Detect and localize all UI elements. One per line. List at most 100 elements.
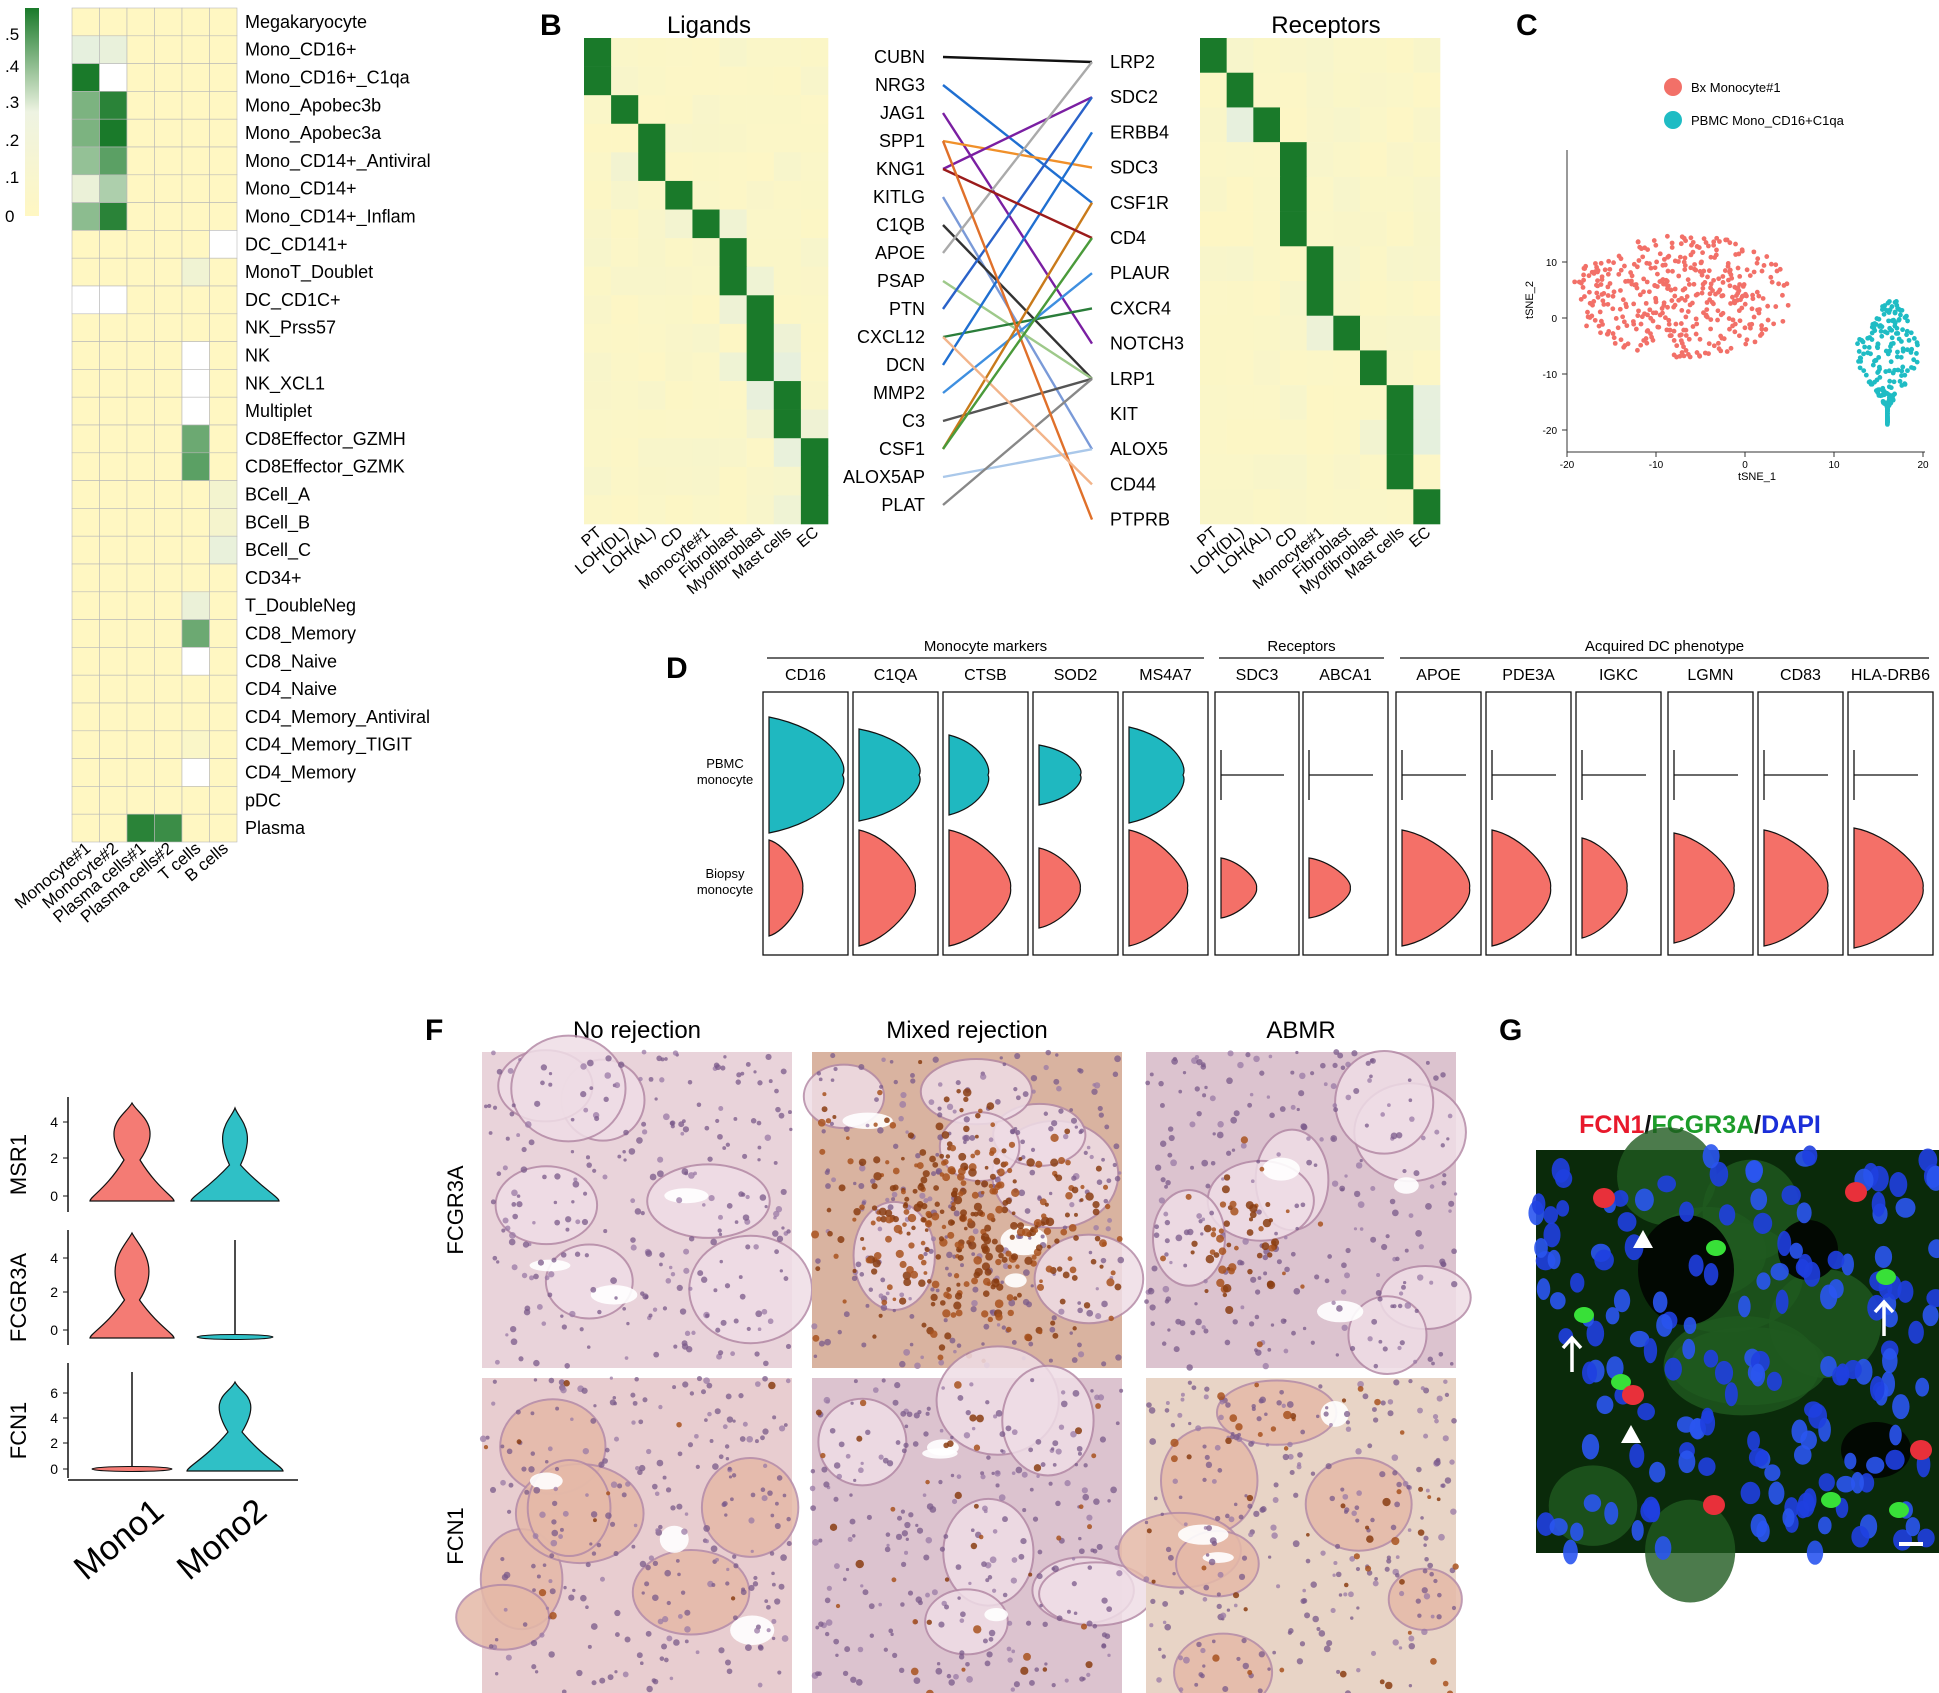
ihc-nucleus — [1149, 1304, 1156, 1311]
ihc-stain — [912, 1188, 918, 1194]
ihc-nucleus — [813, 1354, 818, 1359]
ihc-stain — [926, 1279, 932, 1284]
ihc-nucleus — [853, 1181, 857, 1186]
ihc-stain — [956, 1282, 961, 1287]
ihc-nucleus — [888, 1628, 894, 1634]
ihc-nucleus — [855, 1261, 862, 1268]
ihc-nucleus — [1087, 1565, 1093, 1570]
ihc-nucleus — [1433, 1459, 1441, 1466]
ligand-heat-cell — [746, 438, 775, 468]
tsne-point-bx — [1660, 277, 1666, 282]
tsne-point-bx — [1768, 274, 1774, 280]
ihc-nucleus — [673, 1344, 678, 1349]
tsne-point-bx — [1774, 268, 1780, 274]
ihc-nucleus — [614, 1632, 620, 1637]
receptor-heat-cell — [1386, 246, 1414, 282]
ihc-nucleus — [678, 1121, 685, 1128]
if-nucleus — [1534, 1237, 1548, 1258]
ihc-nucleus — [614, 1609, 621, 1617]
heat-cell — [126, 452, 155, 481]
ihc-stain — [920, 1240, 926, 1246]
if-red-cell — [1703, 1495, 1725, 1515]
ihc-nucleus — [1318, 1384, 1323, 1389]
tsne-point-bx — [1633, 326, 1639, 332]
ligand-heat-cell — [746, 495, 775, 525]
tsne-point-bx — [1654, 259, 1660, 265]
tsne-point-bx — [1704, 307, 1710, 313]
ihc-stain — [880, 1215, 887, 1223]
if-nucleus — [1642, 1496, 1660, 1519]
ligand-heat-cell — [719, 266, 747, 296]
receptor-heat-cell — [1280, 72, 1307, 108]
tsne-point-bx — [1695, 291, 1700, 297]
tsne-point-bx — [1606, 258, 1612, 264]
tsne-point-pbmc — [1863, 372, 1869, 378]
tsne-point-bx — [1648, 331, 1653, 337]
ihc-stain — [922, 1170, 930, 1178]
tsne-point-pbmc — [1888, 359, 1894, 365]
if-nucleus — [1555, 1169, 1573, 1189]
ihc-nucleus — [972, 1286, 979, 1293]
tsne-point-bx — [1726, 277, 1731, 283]
ihc-nucleus — [1271, 1532, 1278, 1539]
tsne-point-pbmc — [1870, 362, 1876, 368]
tsne-point-bx — [1692, 262, 1698, 267]
ihc-stain — [956, 1088, 961, 1094]
ligand-label: DCN — [886, 355, 925, 375]
tsne-ytick: -20 — [1543, 426, 1558, 437]
ihc-nucleus — [1183, 1522, 1188, 1527]
ihc-nucleus — [717, 1350, 724, 1356]
ihc-nucleus — [1450, 1508, 1457, 1515]
heat-cell — [181, 647, 210, 676]
ihc-stain — [1007, 1309, 1014, 1317]
ihc-nucleus — [521, 1146, 527, 1153]
ihc-nucleus — [1190, 1165, 1195, 1170]
ligand-heat-cell — [746, 123, 775, 153]
ligand-heat-cell — [665, 323, 693, 353]
violin-gene-label: CD83 — [1780, 667, 1821, 684]
ligand-label: CUBN — [874, 47, 925, 67]
ihc-nucleus — [1032, 1516, 1039, 1522]
ihc-nucleus — [528, 1139, 535, 1146]
e-ytick: 2 — [50, 1284, 58, 1300]
ihc-nucleus — [1429, 1571, 1434, 1577]
ihc-nucleus — [880, 1304, 888, 1311]
ihc-nucleus — [1202, 1444, 1207, 1449]
ihc-nucleus — [898, 1115, 904, 1122]
ihc-nucleus — [887, 1204, 894, 1211]
ihc-nucleus — [815, 1258, 821, 1264]
ihc-stain — [1248, 1217, 1254, 1222]
ihc-stain — [1083, 1302, 1091, 1309]
ihc-tubule — [1347, 1295, 1428, 1376]
ihc-stain — [1246, 1229, 1254, 1236]
tsne-point-bx — [1624, 304, 1629, 310]
ihc-nucleus — [1233, 1603, 1238, 1608]
ihc-nucleus — [560, 1252, 567, 1258]
ihc-stain — [1108, 1315, 1114, 1322]
ihc-nucleus — [728, 1475, 733, 1479]
tsne-point-bx — [1683, 333, 1689, 338]
ihc-nucleus — [946, 1251, 953, 1259]
ihc-nucleus — [1167, 1328, 1171, 1332]
ihc-nucleus — [548, 1651, 555, 1658]
ihc-nucleus — [1431, 1361, 1435, 1366]
ihc-nucleus — [632, 1400, 638, 1406]
ihc-nucleus — [1164, 1299, 1170, 1304]
heat-cell — [209, 369, 238, 398]
ihc-nucleus — [586, 1345, 591, 1349]
ihc-nucleus — [590, 1623, 598, 1630]
violin-box — [852, 691, 939, 956]
ihc-stain — [1418, 1486, 1424, 1492]
if-nucleus — [1832, 1366, 1848, 1386]
ihc-nucleus — [1028, 1447, 1034, 1453]
ihc-nucleus — [913, 1677, 921, 1685]
ihc-nucleus — [900, 1602, 905, 1607]
tsne-point-bx — [1600, 298, 1606, 304]
ihc-nucleus — [658, 1404, 663, 1410]
legend-tick: .3 — [5, 93, 19, 112]
ihc-nucleus — [1355, 1566, 1361, 1572]
ihc-stain — [1021, 1228, 1031, 1237]
ihc-nucleus — [899, 1101, 907, 1108]
ihc-nucleus — [574, 1251, 581, 1257]
ihc-nucleus — [833, 1066, 838, 1072]
